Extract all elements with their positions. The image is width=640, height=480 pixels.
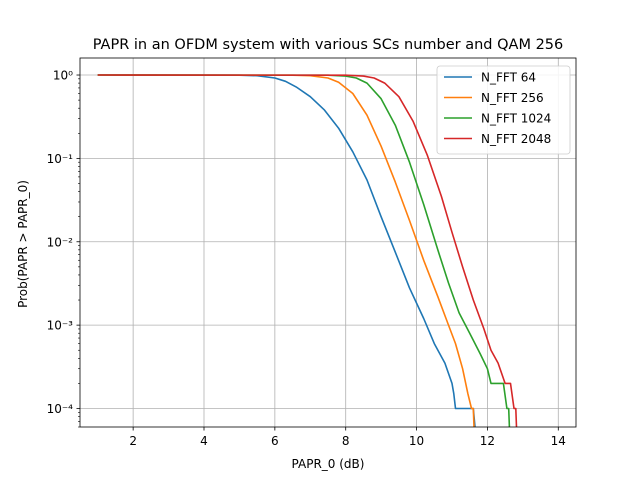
x-tick-label: 4 (200, 434, 208, 448)
y-tick-label: 10⁻¹ (47, 152, 74, 166)
series-line-3 (97, 74, 511, 427)
legend-label: N_FFT 64 (481, 71, 536, 85)
x-tick-label: 14 (551, 434, 566, 448)
y-tick-label: 10⁻³ (47, 319, 74, 333)
series-line-2 (97, 74, 475, 427)
series-line-1 (97, 74, 476, 427)
legend-label: N_FFT 1024 (481, 112, 551, 126)
grid (80, 58, 576, 427)
legend-label: N_FFT 2048 (481, 132, 551, 146)
y-tick-label: 10⁻⁴ (47, 402, 74, 416)
x-tick-label: 2 (129, 434, 137, 448)
ticks: 2 4 6 8 10 12 14 10⁻⁴ 10⁻³ 10⁻² 10⁻¹ 10⁰ (47, 69, 566, 448)
legend-box (436, 65, 571, 155)
x-tick-label: 6 (271, 434, 279, 448)
series-line-4 (97, 74, 518, 427)
series-layer (97, 74, 518, 427)
x-tick-label: 12 (480, 434, 495, 448)
y-tick-label: 10⁻² (47, 235, 74, 249)
legend: N_FFT 64 N_FFT 256 N_FFT 1024 N_FFT 2048 (436, 65, 571, 155)
x-tick-label: 8 (342, 434, 350, 448)
legend-label: N_FFT 256 (481, 91, 544, 105)
plot-frame (79, 57, 577, 428)
chart-title: PAPR in an OFDM system with various SCs … (93, 37, 564, 53)
y-tick-label: 10⁰ (53, 69, 73, 83)
x-axis-label: PAPR_0 (dB) (292, 457, 365, 471)
y-axis-label: Prob(PAPR > PAPR_0) (16, 180, 30, 308)
x-tick-label: 10 (409, 434, 424, 448)
